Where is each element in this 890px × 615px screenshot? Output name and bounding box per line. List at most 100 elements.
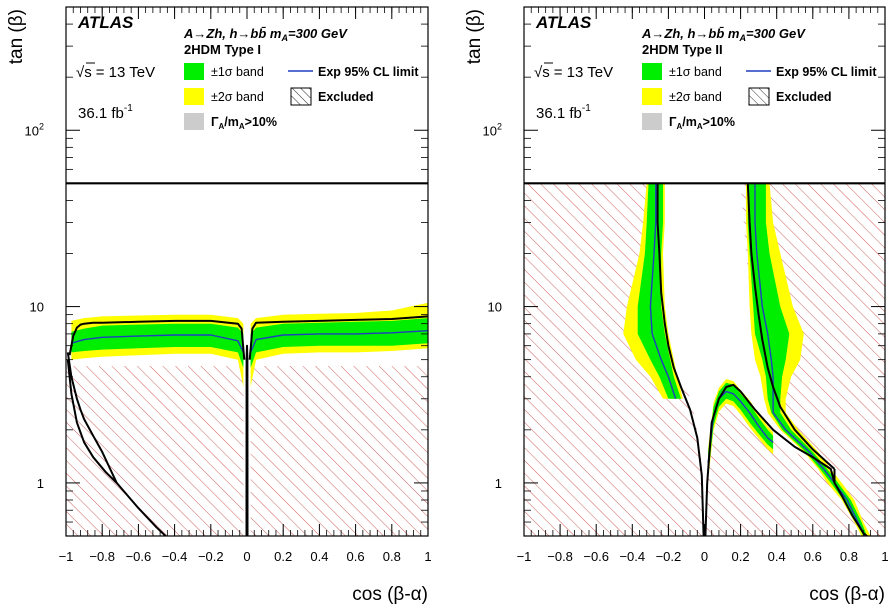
legend-background — [524, 7, 885, 184]
y-axis-label: tan (β) — [464, 9, 485, 64]
process-sub-a: A — [281, 33, 289, 43]
x-tick-label: −0.8 — [547, 549, 573, 564]
x-axis-label: cos (β-α) — [352, 584, 428, 605]
lumi-label: 36.1 fb-1 — [536, 103, 591, 122]
lumi-label: 36.1 fb-1 — [78, 103, 133, 122]
legend-gamma: Γ — [669, 115, 677, 129]
process-label: A→Zh, h→bb̄ mA=300 GeV — [641, 26, 806, 43]
x-tick-label: −0.2 — [656, 549, 682, 564]
legend-swatch-2 — [642, 88, 662, 105]
lumi-value: 36.1 fb — [78, 105, 124, 122]
one-sigma-band-right — [250, 318, 428, 368]
legend-entry-2: ±2σ band — [642, 88, 722, 105]
excluded-region-left — [66, 366, 244, 536]
observed-limit-line-1 — [704, 383, 836, 536]
energy-value: = 13 TeV — [96, 64, 155, 81]
legend-swatch-0 — [642, 63, 662, 80]
process-mass: =300 GeV — [746, 26, 806, 41]
observed-limit-line-0 — [656, 183, 705, 536]
y-tick-base: 10 — [483, 123, 497, 138]
process-text: A→Zh, h→bb̄ m — [641, 26, 740, 41]
expected-limit-line-right — [754, 183, 866, 536]
x-tick-label: 0 — [243, 549, 250, 564]
expected-limit-line-left — [71, 334, 245, 353]
x-tick-label: 1 — [424, 549, 431, 564]
y-tick-label: 1 — [495, 476, 502, 491]
energy-label: √s = 13 TeV — [534, 64, 613, 81]
process-sub-a: A — [739, 33, 747, 43]
legend-background — [66, 7, 428, 184]
expected-limit-line-right — [249, 330, 428, 353]
legend-label-0: ±1σ band — [669, 65, 722, 79]
x-tick-label: 0.8 — [840, 549, 858, 564]
legend-entry-3: Excluded — [748, 87, 832, 106]
experiment-label: ATLAS — [77, 13, 134, 32]
observed-limit-line-1 — [248, 315, 428, 360]
sqrt-symbol: √ — [76, 64, 85, 81]
y-tick-label: 102 — [483, 121, 502, 138]
y-tick-base: 10 — [25, 123, 39, 138]
sqrt-symbol: √ — [534, 64, 543, 81]
legend-entry-1: Exp 95% CL limit — [746, 65, 877, 79]
legend-entry-3: Excluded — [290, 87, 374, 106]
x-tick-label: 0.4 — [310, 549, 328, 564]
energy-prefix: s — [84, 64, 92, 81]
x-tick-label: −0.4 — [162, 549, 188, 564]
observed-limit-line-0 — [68, 319, 246, 360]
x-tick-label: 1 — [881, 549, 888, 564]
x-tick-label: −0.6 — [126, 549, 152, 564]
experiment-label: ATLAS — [535, 13, 592, 32]
x-tick-label: −1 — [59, 549, 74, 564]
legend-ratio: >10% — [703, 115, 735, 129]
legend-entry-1: Exp 95% CL limit — [288, 65, 419, 79]
model-label: 2HDM Type I — [184, 42, 261, 57]
legend-swatch-0 — [184, 63, 204, 80]
x-tick-label: 0.6 — [804, 549, 822, 564]
x-tick-label: 0.6 — [347, 549, 365, 564]
y-tick-label: 10 — [488, 300, 502, 315]
y-tick-base: 1 — [495, 476, 502, 491]
legend-sub-a2: A — [239, 122, 245, 131]
x-tick-label: 0.2 — [274, 549, 292, 564]
x-tick-label: −1 — [517, 549, 532, 564]
y-axis-label: tan (β) — [6, 9, 27, 64]
two-sigma-band-mid — [708, 379, 774, 481]
energy-prefix: s — [542, 64, 550, 81]
y-tick-base: 10 — [30, 300, 44, 315]
x-axis: −1 −0.8 −0.6 −0.4 −0.2 0 0.2 0.4 0.6 0.8 1 cos (β-α… — [517, 7, 889, 605]
legend-entry-2: ±2σ band — [184, 88, 264, 105]
legend-label-1: Exp 95% CL limit — [318, 65, 419, 79]
x-tick-label: −0.4 — [619, 549, 645, 564]
expected-limit-line-left — [649, 183, 677, 400]
x-tick-label: 0.2 — [732, 549, 750, 564]
y-tick-exponent: 2 — [497, 121, 502, 131]
excluded-region-right — [250, 366, 428, 536]
legend-sub-a1: A — [219, 122, 225, 131]
x-tick-label: −0.8 — [89, 549, 115, 564]
legend-label-4: ΓA/mA>10% — [211, 115, 277, 131]
legend-label-3: Excluded — [776, 90, 832, 104]
lumi-exponent: -1 — [582, 103, 591, 114]
legend-slash: /m — [682, 115, 697, 129]
y-tick-base: 10 — [488, 300, 502, 315]
legend-entry-4: ΓA/mA>10% — [184, 113, 277, 131]
y-tick-label: 1 — [37, 476, 44, 491]
legend-label-2: ±2σ band — [669, 90, 722, 104]
legend-label-3: Excluded — [318, 90, 374, 104]
x-tick-label: −0.2 — [198, 549, 224, 564]
legend-swatch-2 — [184, 88, 204, 105]
process-mass: =300 GeV — [288, 26, 348, 41]
observed-limit-line-2 — [746, 183, 836, 470]
two-sigma-band-right — [746, 183, 871, 536]
plot-area — [524, 183, 885, 536]
x-tick-label: 0.4 — [768, 549, 786, 564]
legend-entry-4: ΓA/mA>10% — [642, 113, 735, 131]
energy-value: = 13 TeV — [554, 64, 613, 81]
legend-slash: /m — [224, 115, 239, 129]
